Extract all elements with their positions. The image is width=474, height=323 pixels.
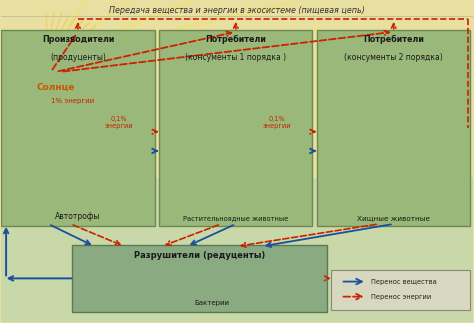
Text: Производители: Производители	[42, 35, 114, 44]
Text: Растительноядные животные: Растительноядные животные	[183, 215, 289, 221]
Text: Автотрофы: Автотрофы	[55, 212, 100, 221]
Text: 0,1%
энергии: 0,1% энергии	[105, 116, 134, 129]
Text: Потребители: Потребители	[205, 35, 266, 44]
Text: 0,1%
энергии: 0,1% энергии	[263, 116, 292, 129]
FancyBboxPatch shape	[72, 245, 327, 312]
FancyBboxPatch shape	[1, 30, 155, 225]
Text: (консументы 2 порядка): (консументы 2 порядка)	[344, 53, 443, 62]
Text: Солнце: Солнце	[36, 83, 75, 92]
FancyBboxPatch shape	[317, 30, 470, 225]
Bar	[1, 178, 473, 322]
Text: (продуценты): (продуценты)	[50, 53, 106, 62]
Text: Передача вещества и энергии в экосистеме (пищевая цепь): Передача вещества и энергии в экосистеме…	[109, 6, 365, 15]
Text: Потребители: Потребители	[363, 35, 424, 44]
Bar	[1, 1, 473, 178]
FancyBboxPatch shape	[331, 270, 470, 310]
Text: Разрушители (редуценты): Разрушители (редуценты)	[134, 251, 265, 260]
Text: Хищные животные: Хищные животные	[357, 215, 430, 221]
Text: (консументы 1 порядка ): (консументы 1 порядка )	[185, 53, 286, 62]
Text: Бактерии: Бактерии	[194, 300, 229, 306]
Text: Перенос вещества: Перенос вещества	[371, 278, 437, 285]
FancyBboxPatch shape	[159, 30, 312, 225]
Text: 1% энергии: 1% энергии	[51, 98, 94, 104]
Text: Перенос энергии: Перенос энергии	[371, 294, 431, 300]
Circle shape	[20, 41, 72, 77]
